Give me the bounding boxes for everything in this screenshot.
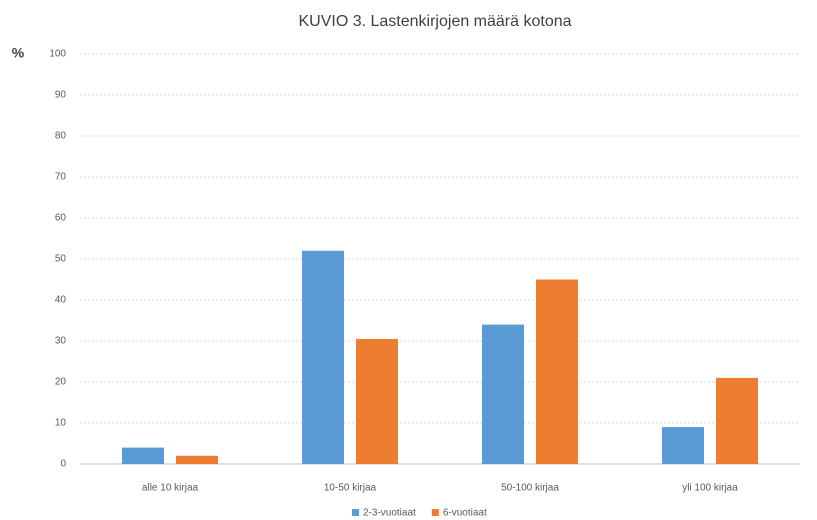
legend-label: 2-3-vuotiaat — [363, 508, 416, 519]
bar — [302, 250, 344, 464]
y-tick-label: 30 — [55, 336, 67, 347]
bar — [176, 455, 218, 464]
y-tick-label: 10 — [55, 418, 67, 429]
y-tick-label: 90 — [55, 90, 67, 101]
x-tick-label: 50-100 kirjaa — [501, 483, 559, 494]
legend-swatch — [431, 509, 439, 516]
y-tick-label: 40 — [55, 295, 67, 306]
x-tick-label: 10-50 kirjaa — [324, 483, 377, 494]
bar — [122, 447, 164, 464]
legend-swatch — [352, 509, 359, 516]
y-tick-label: 20 — [55, 377, 67, 388]
x-tick-label: yli 100 kirjaa — [682, 483, 738, 494]
y-tick-label: 70 — [55, 172, 67, 183]
chart-title: KUVIO 3. Lastenkirjojen määrä kotona — [298, 13, 571, 30]
y-tick-label: 60 — [55, 213, 67, 224]
x-tick-label: alle 10 kirjaa — [142, 483, 199, 494]
y-tick-label: 100 — [49, 49, 66, 60]
y-tick-label: 80 — [55, 131, 67, 142]
bar — [482, 324, 524, 464]
bar — [662, 427, 704, 464]
y-tick-label: 0 — [60, 459, 66, 470]
bar — [536, 279, 578, 464]
bar — [356, 338, 398, 464]
y-tick-label: 50 — [55, 254, 67, 265]
bar — [716, 377, 758, 464]
legend-label: 6-vuotiaat — [443, 508, 487, 519]
y-axis-label: % — [12, 45, 25, 61]
